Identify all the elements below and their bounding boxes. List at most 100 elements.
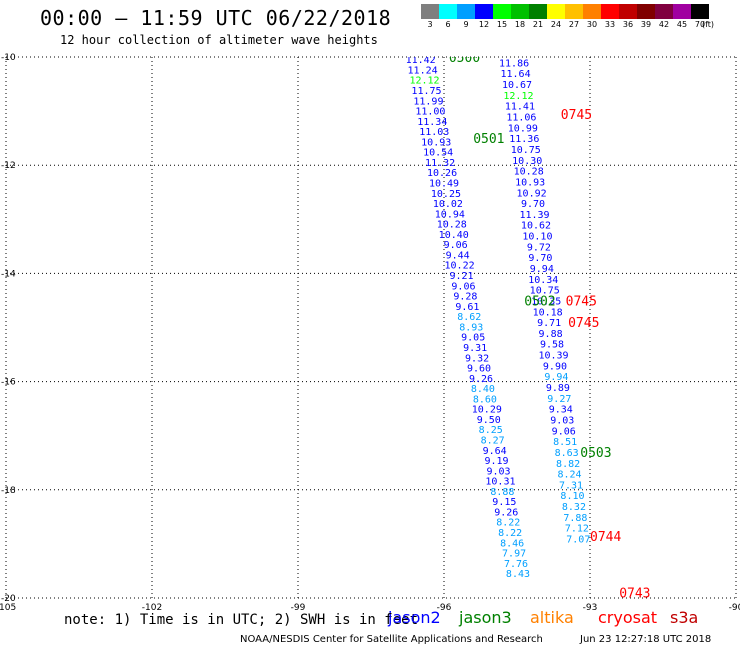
mission-legend-jason2: jason2 [388,608,441,627]
color-scale-cell: 9 [457,4,475,29]
swh-value-track1: 8.46 [500,538,524,549]
credit-line: NOAA/NESDIS Center for Satellite Applica… [240,634,543,645]
swh-value-track2: 11.64 [500,69,530,80]
swh-value-track1: 9.28 [453,292,477,303]
color-scale-label: 6 [445,20,451,29]
swh-value-track1: 9.32 [465,353,489,364]
color-scale-legend: 3 6 9 12 15 18 21 24 27 30 33 36 39 42 45 70 [421,4,709,29]
y-tick-label: -10 [1,53,16,63]
color-scale-cell: 21 [529,4,547,29]
swh-value-track2: 9.03 [550,415,574,426]
swh-value-track2: 10.62 [521,221,551,232]
swh-value-track1: 9.64 [483,446,507,457]
swh-value-track2: 12.12 [503,91,533,102]
color-scale-cell: 45 [673,4,691,29]
swh-value-track1: 12.12 [409,76,439,87]
pass-time-label: 0744 [590,530,621,545]
swh-value-track1: 9.03 [486,466,510,477]
swh-value-track1: 8.22 [498,528,522,539]
color-scale-cell: 30 [583,4,601,29]
swh-value-track2: 8.10 [560,491,584,502]
swh-value-track1: 9.19 [485,456,509,467]
swh-value-track2: 9.94 [530,264,554,275]
swh-value-track2: 9.88 [539,329,563,340]
x-tick-label: -105 [0,603,16,613]
color-scale-cell: 36 [619,4,637,29]
swh-value-track1: 9.31 [463,343,487,354]
mission-legend-cryosat: cryosat [598,608,658,627]
swh-value-track2: 10.34 [528,275,558,286]
color-scale-cell: 27 [565,4,583,29]
y-tick-label: -16 [1,378,16,388]
color-scale-label: 39 [640,20,652,29]
swh-value-track2: 11.39 [519,210,549,221]
swh-value-track1: 10.22 [445,261,475,272]
swh-value-track1: 10.26 [427,168,457,179]
swh-value-track1: 8.25 [479,425,503,436]
swh-value-track1: 8.40 [471,384,495,395]
swh-value-track1: 10.94 [435,209,465,220]
swh-value-track1: 9.44 [446,250,470,261]
color-scale-cell: 12 [475,4,493,29]
swh-value-track1: 9.26 [469,374,493,385]
color-scale-unit: (ft) [702,20,715,29]
swh-value-track2: 7.31 [559,480,583,491]
swh-value-track1: 11.34 [417,117,447,128]
swh-value-track1: 7.97 [502,549,526,560]
swh-value-track2: 7.88 [563,513,587,524]
color-scale-label: 42 [658,20,670,29]
swh-value-track2: 9.70 [528,253,552,264]
swh-value-track2: 9.58 [540,340,564,351]
swh-value-track2: 9.27 [547,394,571,405]
swh-value-track2: 9.70 [521,199,545,210]
y-tick-label: -20 [1,594,16,604]
swh-value-track1: 10.31 [485,477,515,488]
swh-value-track2: 7.12 [565,524,589,535]
swh-value-track1: 8.60 [473,394,497,405]
pass-time-label: 0745 [568,316,599,331]
swh-value-track1: 11.32 [425,158,455,169]
color-scale-cell: 18 [511,4,529,29]
y-tick-label: -14 [1,269,16,279]
swh-value-track1: 8.62 [457,312,481,323]
swh-value-track1: 11.00 [415,107,445,118]
color-scale-label: 21 [532,20,544,29]
color-scale-cell: 6 [439,4,457,29]
swh-value-track1: 11.75 [411,86,441,97]
color-scale-cell: 15 [493,4,511,29]
swh-value-track2: 8.63 [555,448,579,459]
pass-time-label: 0743 [619,587,650,602]
color-scale-cell: 42 [655,4,673,29]
swh-value-track1: 10.49 [429,179,459,190]
generated-timestamp: Jun 23 12:27:18 UTC 2018 [580,634,712,645]
swh-value-track2: 9.34 [549,405,573,416]
swh-value-track2: 11.06 [506,113,536,124]
swh-value-track1: 9.50 [477,415,501,426]
swh-value-track1: 9.15 [492,497,516,508]
swh-value-track2: 10.28 [514,167,544,178]
swh-value-track1: 8.22 [496,518,520,529]
pass-time-label: 0501 [473,132,504,147]
color-scale-label: 12 [478,20,490,29]
color-scale-label: 45 [676,20,688,29]
swh-value-track1: 9.61 [455,302,479,313]
color-scale-cell: 70 [691,4,709,29]
swh-value-track2: 9.06 [552,426,576,437]
swh-value-track2: 9.89 [546,383,570,394]
swh-value-track2: 8.82 [556,459,580,470]
swh-value-track2: 10.30 [512,156,542,167]
swh-value-track2: 8.24 [558,470,582,481]
color-scale-label: 36 [622,20,634,29]
swh-value-track1: 10.40 [439,230,469,241]
swh-value-track1: 11.03 [419,127,449,138]
swh-value-track2: 9.72 [527,242,551,253]
mission-legend-altika: altika [530,608,574,627]
swh-value-track1: 8.88 [490,487,514,498]
swh-value-track2: 8.51 [553,437,577,448]
swh-value-track2: 10.93 [515,177,545,188]
swh-value-track1: 11.42 [406,55,436,66]
footer-note: note: 1) Time is in UTC; 2) SWH is in fe… [64,612,419,628]
pass-time-label: 0745 [561,108,592,123]
pass-time-label: 0502 [524,294,555,309]
